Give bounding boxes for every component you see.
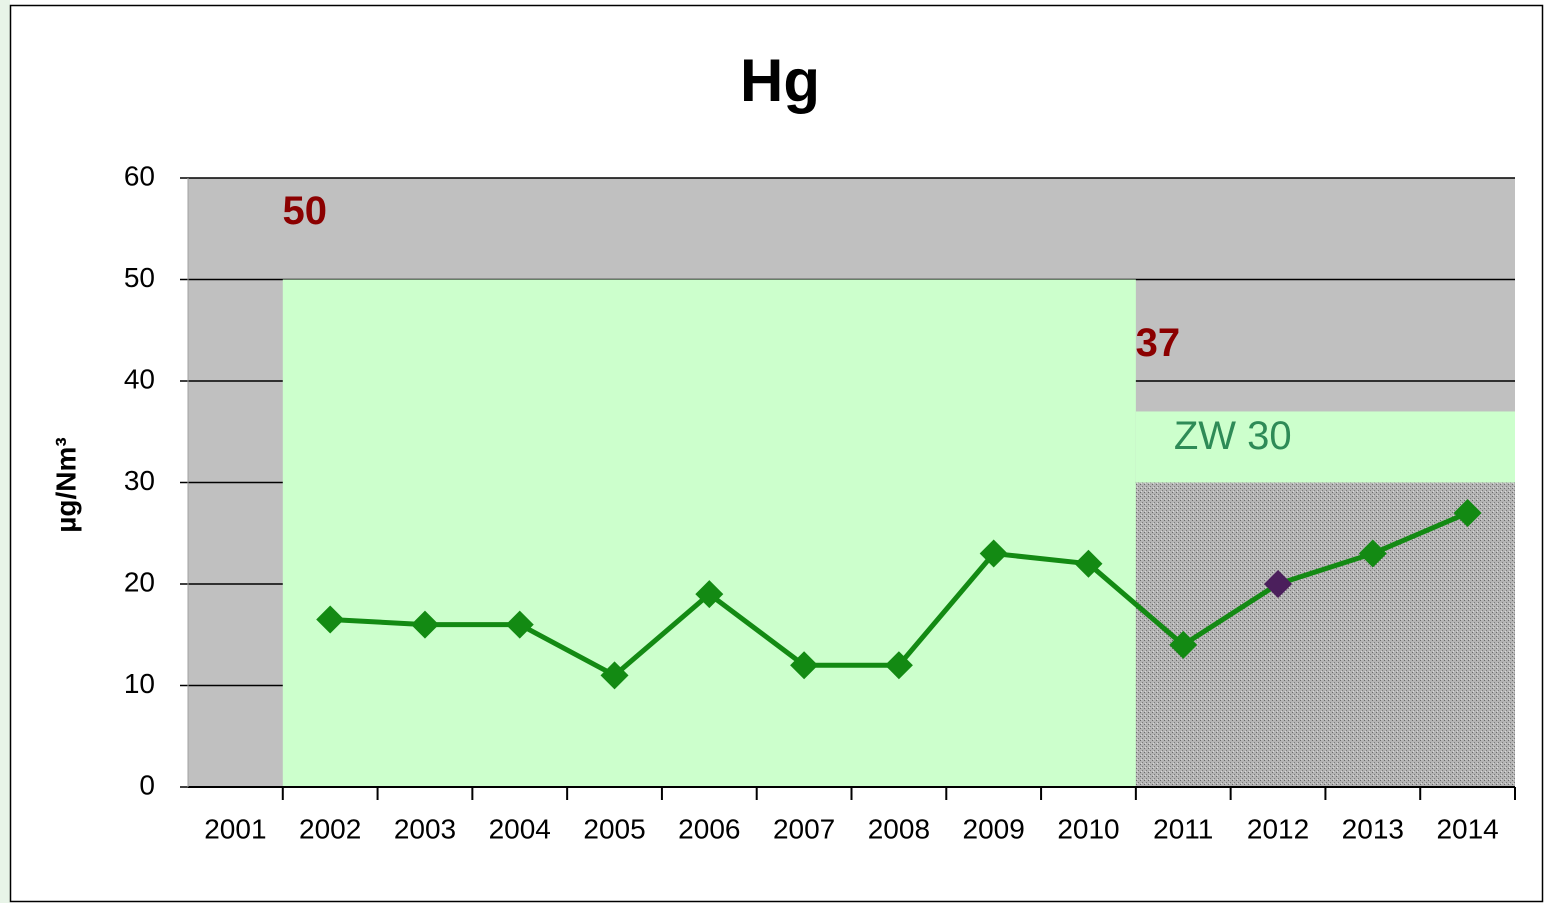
marker bbox=[505, 610, 534, 639]
x-tick-label: 2009 bbox=[963, 813, 1025, 844]
side-strip bbox=[0, 0, 10, 903]
frame bbox=[9, 4, 1544, 903]
y-tick-label: 60 bbox=[124, 160, 155, 191]
limit-label: 37 bbox=[1136, 321, 1181, 365]
marker bbox=[1074, 549, 1103, 578]
x-tick-label: 2004 bbox=[489, 813, 551, 844]
marker bbox=[600, 661, 629, 690]
x-tick-label: 2010 bbox=[1057, 813, 1119, 844]
marker bbox=[884, 651, 913, 680]
marker bbox=[790, 651, 819, 680]
y-tick-label: 10 bbox=[124, 668, 155, 699]
x-tick-label: 2014 bbox=[1436, 813, 1498, 844]
y-tick-label: 30 bbox=[124, 465, 155, 496]
x-tick-label: 2013 bbox=[1342, 813, 1404, 844]
x-tick-label: 2001 bbox=[204, 813, 266, 844]
x-tick-label: 2003 bbox=[394, 813, 456, 844]
limit-area bbox=[282, 279, 1136, 787]
x-tick-label: 2006 bbox=[678, 813, 740, 844]
x-tick-label: 2002 bbox=[299, 813, 361, 844]
x-tick-label: 2008 bbox=[868, 813, 930, 844]
marker bbox=[979, 539, 1008, 568]
marker bbox=[316, 605, 345, 634]
y-tick-label: 50 bbox=[124, 262, 155, 293]
target-label: ZW 30 bbox=[1174, 414, 1292, 458]
marker bbox=[695, 580, 724, 609]
y-axis-label: µg/Nm³ bbox=[50, 437, 81, 532]
x-tick-label: 2007 bbox=[773, 813, 835, 844]
x-tick-label: 2011 bbox=[1153, 813, 1213, 844]
x-tick-label: 2012 bbox=[1247, 813, 1309, 844]
y-tick-label: 0 bbox=[139, 769, 155, 800]
marker bbox=[1453, 498, 1482, 527]
target-area bbox=[1135, 482, 1515, 787]
chart-title: Hg bbox=[740, 47, 820, 114]
y-tick-label: 20 bbox=[124, 566, 155, 597]
x-tick-label: 2005 bbox=[583, 813, 645, 844]
marker bbox=[1264, 570, 1293, 598]
marker bbox=[410, 610, 439, 639]
marker bbox=[1169, 630, 1198, 659]
marker bbox=[1358, 539, 1387, 568]
y-tick-label: 40 bbox=[124, 363, 155, 394]
limit-label: 50 bbox=[283, 189, 328, 233]
